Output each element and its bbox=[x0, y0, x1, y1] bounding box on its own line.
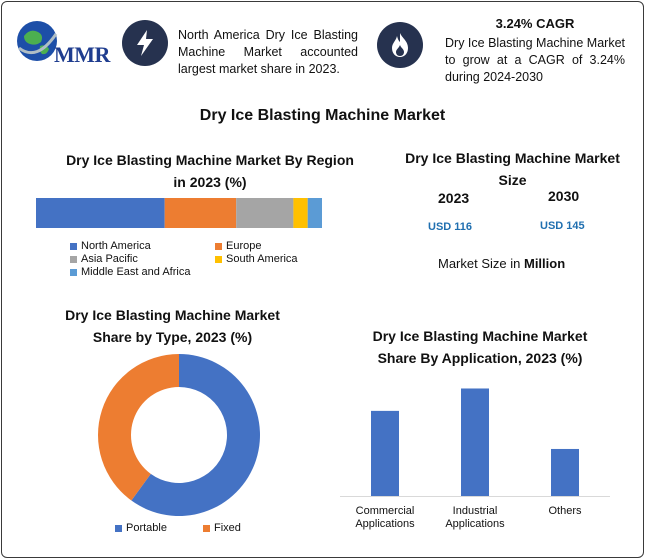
x-tick-label-commercial-applications: Commercial Applications bbox=[355, 505, 415, 530]
size-title: Dry Ice Blasting Machine Market Size bbox=[405, 150, 620, 188]
x-tick-label-industrial-applications: Industrial Applications bbox=[445, 505, 505, 530]
legend-swatch bbox=[70, 255, 77, 263]
bar-commercial-applications bbox=[371, 410, 399, 496]
logo-text: MMR bbox=[54, 42, 110, 67]
unit-bold: Million bbox=[523, 256, 566, 271]
x-tick-label-others: Others bbox=[548, 505, 582, 517]
type-legend: Portable Fixed bbox=[115, 522, 315, 534]
unit-prefix: Market Size in bbox=[438, 256, 524, 271]
donut-slice-fixed bbox=[98, 354, 179, 501]
application-bar-chart bbox=[340, 388, 610, 497]
size-unit-label: Market Size in Million bbox=[438, 256, 565, 271]
highlight1-badge bbox=[122, 20, 168, 66]
legend-item-middle-east-and-africa: Middle East and Africa bbox=[70, 266, 190, 278]
legend-swatch bbox=[70, 242, 77, 250]
donut-slice-portable bbox=[131, 354, 260, 516]
application-chart-title: Dry Ice Blasting Machine Market Share By… bbox=[372, 328, 588, 366]
highlight2-badge bbox=[377, 22, 423, 68]
region-segment-europe bbox=[164, 198, 237, 228]
region-chart-title: Dry Ice Blasting Machine Market By Regio… bbox=[66, 152, 354, 190]
region-segment-middle-east-and-africa bbox=[307, 198, 322, 228]
highlight1-text: North America Dry Ice Blasting Machine M… bbox=[178, 28, 358, 76]
main-title: Dry Ice Blasting Machine Market bbox=[199, 107, 446, 124]
legend-swatch bbox=[215, 255, 222, 263]
type-chart-title: Dry Ice Blasting Machine Market Share by… bbox=[65, 307, 280, 345]
legend-label: South America bbox=[226, 253, 298, 265]
legend-item-portable: Portable bbox=[115, 522, 167, 534]
region-stacked-bar bbox=[36, 198, 322, 228]
size-value-2030: USD 145 bbox=[540, 220, 585, 232]
legend-swatch bbox=[115, 524, 122, 532]
legend-label: Middle East and Africa bbox=[81, 266, 191, 278]
legend-item-asia-pacific: Asia Pacific bbox=[70, 253, 138, 265]
legend-item-south-america: South America bbox=[215, 253, 298, 265]
bar-industrial-applications bbox=[461, 388, 489, 496]
legend-item-fixed: Fixed bbox=[202, 522, 241, 534]
size-year-2030: 2030 bbox=[548, 188, 580, 204]
highlight2-text: Dry Ice Blasting Machine Market to grow … bbox=[445, 36, 625, 84]
legend-label: Asia Pacific bbox=[81, 253, 138, 265]
legend-label: Fixed bbox=[213, 522, 241, 534]
legend-label: Portable bbox=[126, 522, 167, 534]
size-year-2023: 2023 bbox=[438, 190, 470, 206]
application-x-labels: Commercial Applications Industrial Applic… bbox=[340, 505, 610, 545]
legend-item-north-america: North America bbox=[70, 240, 151, 252]
legend-swatch bbox=[215, 242, 222, 250]
cagr-title: 3.24% CAGR bbox=[495, 16, 575, 31]
bar-others bbox=[551, 448, 579, 496]
type-donut-chart bbox=[98, 354, 260, 516]
flame-icon bbox=[392, 33, 408, 57]
region-segment-north-america bbox=[36, 198, 165, 228]
region-segment-south-america bbox=[293, 198, 308, 228]
size-value-2023: USD 116 bbox=[428, 221, 473, 233]
region-segment-asia-pacific bbox=[236, 198, 294, 228]
legend-swatch bbox=[70, 268, 77, 276]
mmr-logo: MMR bbox=[14, 18, 114, 74]
legend-label: North America bbox=[81, 240, 151, 252]
globe-icon bbox=[17, 21, 58, 61]
legend-swatch bbox=[202, 524, 210, 532]
lightning-icon bbox=[137, 30, 153, 56]
legend-label: Europe bbox=[226, 240, 262, 252]
legend-item-europe: Europe bbox=[215, 240, 261, 252]
